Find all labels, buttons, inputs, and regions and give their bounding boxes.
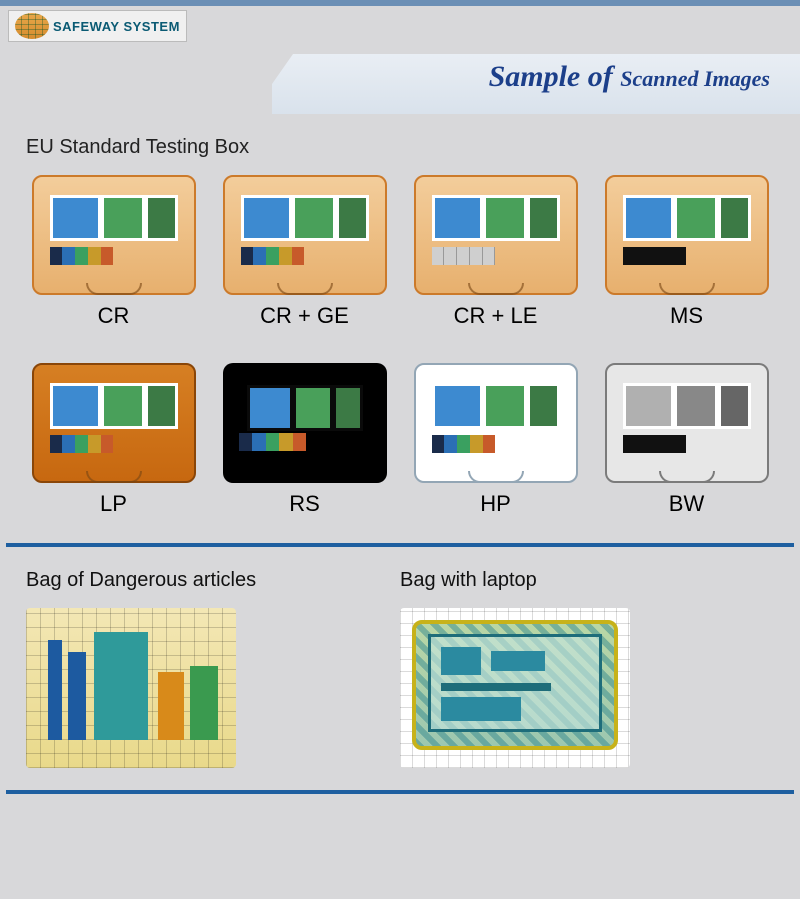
case-handle-icon <box>468 471 524 483</box>
testing-box-case <box>414 175 578 295</box>
testing-box-cell: LP <box>26 363 201 517</box>
case-strip <box>623 435 687 453</box>
xray-image-dangerous <box>26 608 236 768</box>
testing-box-case <box>605 175 769 295</box>
globe-icon <box>15 13 49 39</box>
divider <box>6 543 794 547</box>
testing-box-cell: MS <box>599 175 774 329</box>
testing-box-label: LP <box>26 491 201 517</box>
lower-section: Bag of Dangerous articles Bag with lapto… <box>0 569 800 790</box>
case-screen <box>247 385 363 431</box>
testing-box-cell: CR + LE <box>408 175 583 329</box>
testing-box-case <box>32 175 196 295</box>
testing-box-cell: HP <box>408 363 583 517</box>
case-strip <box>50 435 114 453</box>
logo-row: SAFEWAY SYSTEM <box>0 6 800 54</box>
case-handle-icon <box>659 283 715 295</box>
title-main: Sample of <box>489 60 613 93</box>
title-sub: Scanned Images <box>620 66 770 91</box>
case-strip <box>432 435 496 453</box>
testing-box-cell: CR + GE <box>217 175 392 329</box>
brand-logo: SAFEWAY SYSTEM <box>8 10 187 42</box>
case-strip <box>432 247 496 265</box>
case-handle-icon <box>277 283 333 295</box>
testing-box-label: RS <box>217 491 392 517</box>
page-title: Sample of Scanned Images <box>489 60 770 94</box>
xray-image-laptop <box>400 608 630 768</box>
testing-box-cell: CR <box>26 175 201 329</box>
section-heading-testing: EU Standard Testing Box <box>0 132 800 175</box>
testing-box-case <box>223 175 387 295</box>
testing-box-case <box>605 363 769 483</box>
case-strip <box>239 433 307 451</box>
divider-bottom <box>6 790 794 794</box>
testing-box-label: MS <box>599 303 774 329</box>
testing-box-label: HP <box>408 491 583 517</box>
case-handle-icon <box>86 471 142 483</box>
case-screen <box>432 195 560 241</box>
case-screen <box>241 195 369 241</box>
case-strip <box>241 247 305 265</box>
case-screen <box>50 195 178 241</box>
testing-box-label: CR + GE <box>217 303 392 329</box>
heading-bag-laptop: Bag with laptop <box>400 569 774 592</box>
case-handle-icon <box>468 283 524 295</box>
case-strip <box>50 247 114 265</box>
testing-box-cell: BW <box>599 363 774 517</box>
testing-box-label: BW <box>599 491 774 517</box>
case-strip <box>623 247 687 265</box>
case-screen <box>623 383 751 429</box>
bag-laptop-col: Bag with laptop <box>400 569 774 768</box>
case-handle-icon <box>86 283 142 295</box>
case-handle-icon <box>659 471 715 483</box>
testing-box-grid: CR CR + GE CR + LE MS LP RS HP BW <box>0 175 800 543</box>
case-screen <box>432 383 560 429</box>
bag-dangerous-col: Bag of Dangerous articles <box>26 569 400 768</box>
case-screen <box>623 195 751 241</box>
testing-box-label: CR <box>26 303 201 329</box>
testing-box-label: CR + LE <box>408 303 583 329</box>
testing-box-cell: RS <box>217 363 392 517</box>
testing-box-case <box>414 363 578 483</box>
testing-box-case <box>223 363 387 483</box>
brand-name: SAFEWAY SYSTEM <box>53 19 180 34</box>
testing-box-case <box>32 363 196 483</box>
title-bar: Sample of Scanned Images <box>0 54 800 114</box>
case-screen <box>50 383 178 429</box>
heading-bag-dangerous: Bag of Dangerous articles <box>26 569 400 592</box>
